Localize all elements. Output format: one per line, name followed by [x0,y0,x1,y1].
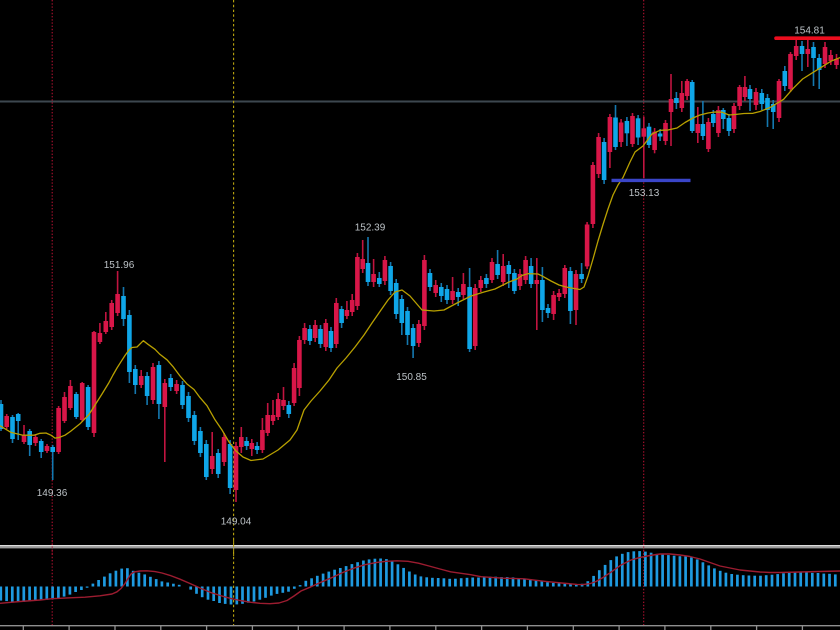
svg-text:149.04: 149.04 [221,517,252,528]
svg-text:152.39: 152.39 [355,223,386,234]
svg-text:150.85: 150.85 [396,372,427,383]
svg-text:154.81: 154.81 [794,26,825,37]
svg-text:149.36: 149.36 [37,488,68,499]
svg-text:151.96: 151.96 [104,260,135,271]
svg-text:153.13: 153.13 [629,188,660,199]
